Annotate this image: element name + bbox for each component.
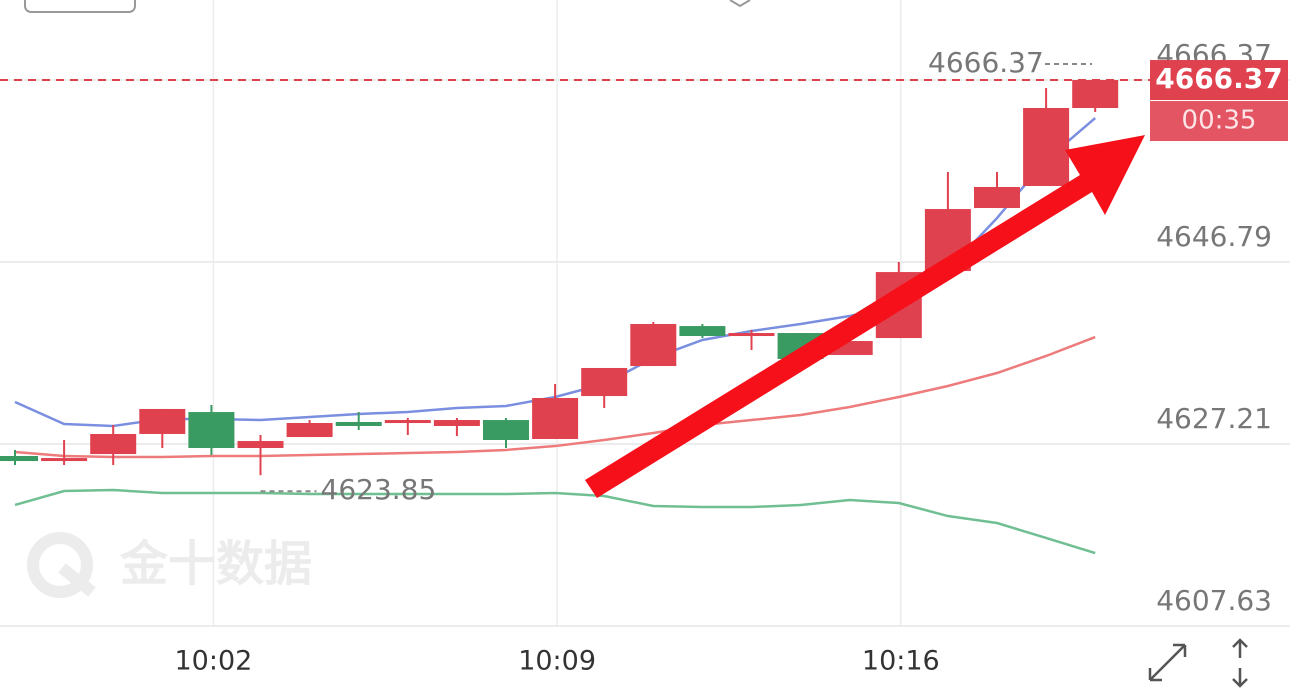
candle-body	[679, 326, 726, 337]
candle-body	[433, 420, 480, 426]
collapse-icon[interactable]	[729, 0, 751, 8]
candle-body	[188, 412, 235, 449]
candle-body	[41, 458, 88, 462]
scale-icon[interactable]	[1232, 638, 1248, 688]
candle-body	[581, 367, 628, 397]
candle-body	[974, 187, 1020, 209]
trend-arrow	[585, 135, 1145, 498]
price-tag	[1150, 60, 1288, 101]
fullscreen-icon[interactable]	[1148, 643, 1187, 682]
x-tick-label: 10:02	[174, 646, 252, 677]
last-price-label: 4666.37	[928, 46, 1044, 79]
countdown-label: 00:35	[1182, 106, 1257, 136]
candle-body	[483, 420, 529, 441]
candle-body	[0, 455, 38, 462]
watermark: 金十数据	[119, 536, 312, 592]
candle-body	[335, 421, 382, 426]
candle-body	[1023, 108, 1070, 186]
candle-body	[237, 441, 284, 449]
y-tick-label: 4607.63	[1156, 584, 1272, 617]
y-tick-label: 4627.21	[1156, 402, 1272, 435]
price-tag-label: 4666.37	[1155, 62, 1283, 95]
candle-body	[630, 324, 677, 367]
candle-body	[532, 398, 579, 439]
low-label: 4623.85	[321, 473, 437, 506]
watermark-logo	[27, 532, 96, 598]
y-tick-label: 4646.79	[1156, 220, 1272, 253]
x-tick-label: 10:16	[862, 646, 940, 677]
candle-body	[1072, 80, 1119, 109]
candle-body	[90, 433, 137, 455]
top-button[interactable]	[24, 0, 136, 13]
countdown-tag	[1150, 101, 1288, 142]
candle-body	[139, 408, 186, 434]
x-tick-label: 10:09	[518, 646, 596, 677]
candle-body	[728, 333, 775, 337]
candle-body	[286, 423, 333, 438]
ma-line	[14, 488, 1096, 555]
candle-body	[384, 420, 431, 424]
ma-line	[14, 335, 1096, 459]
